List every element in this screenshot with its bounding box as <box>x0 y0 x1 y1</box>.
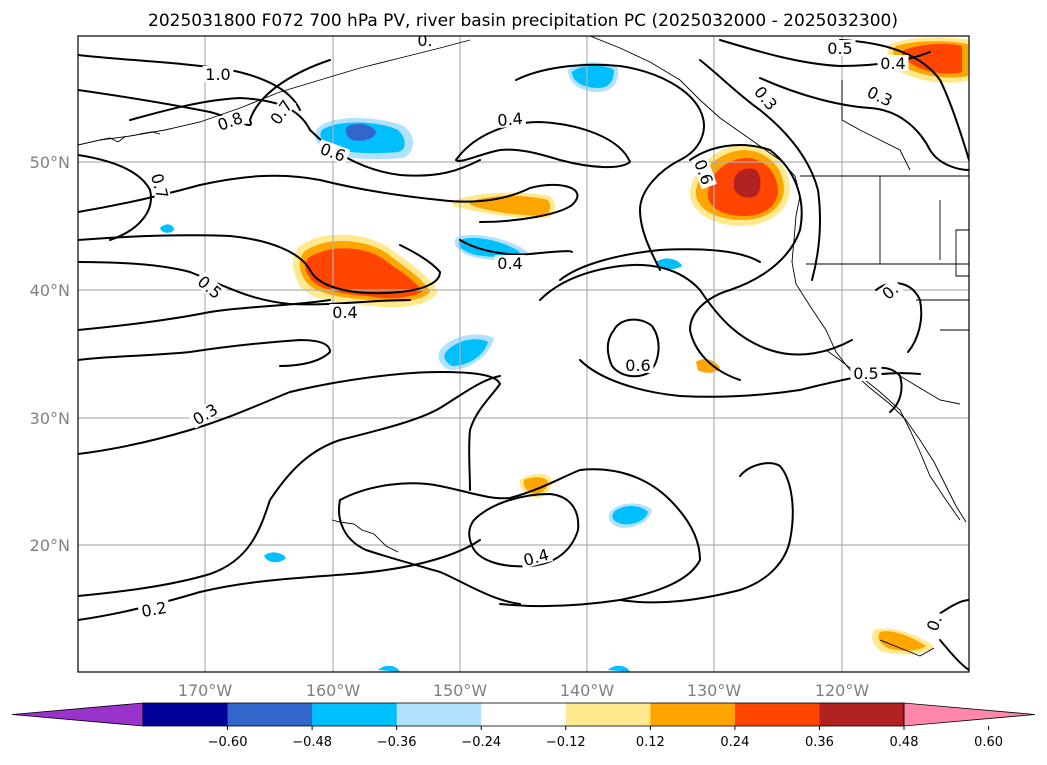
colorbar-extend-high <box>903 702 1036 727</box>
contour-label-bg <box>192 270 228 304</box>
lat-label: 40°N <box>30 281 70 300</box>
contour-label-bg <box>265 94 297 130</box>
contour-labels: 1.00.8 0.70.60.70.50.40.30.20.40.40.60.40… <box>137 31 946 637</box>
positive-anomaly-northeast <box>887 37 969 83</box>
plot-frame <box>77 35 970 673</box>
colorbar-bin <box>565 703 651 726</box>
contour-label-bg <box>850 365 882 381</box>
contour-label-bg <box>493 109 527 129</box>
contour-label-bg <box>329 304 361 320</box>
latitude-labels: 50°N 40°N 30°N 20°N <box>30 153 70 555</box>
contour-label-bg <box>414 36 436 48</box>
colorbar-tick-label: −0.60 <box>208 735 248 750</box>
colorbar-tick-label: −0.12 <box>546 735 586 750</box>
positive-anomaly-coast <box>689 144 790 226</box>
positive-anomaly-mid <box>451 192 556 219</box>
contour-label: 0.5 <box>827 39 852 58</box>
plot-title: 2025031800 F072 700 hPa PV, river basin … <box>148 11 898 31</box>
contour-label: 1.0 <box>205 65 230 84</box>
contour-label-bg <box>824 40 856 56</box>
graticule <box>78 36 969 672</box>
colorbar-bin <box>312 703 398 726</box>
colorbar-tick-label: −0.36 <box>377 735 417 750</box>
longitude-labels: 170°W 160°W 150°W 140°W 130°W 120°W <box>178 681 870 700</box>
contour-label-bg <box>691 154 717 190</box>
colorbar-tick-label: 0.48 <box>890 735 919 750</box>
negative-anomaly-small <box>656 258 682 270</box>
colorbar-tick-label: −0.24 <box>461 735 501 750</box>
colorbar-tick-label: 0.36 <box>805 735 834 750</box>
contour-label: 0.4 <box>497 254 522 273</box>
contour-label-bg <box>202 66 234 82</box>
contour-label: 0.6 <box>625 356 650 375</box>
contour-label: 0.5 <box>853 364 878 383</box>
contour-label: 0.4 <box>497 109 524 130</box>
colorbar-bin <box>650 703 736 726</box>
contour-label-bg <box>137 598 171 620</box>
colorbar-tick-label: 0.12 <box>636 735 665 750</box>
colorbar-frame <box>142 702 905 727</box>
colorbar-tick-label: 0.24 <box>720 735 749 750</box>
contour-label-bg <box>212 108 248 134</box>
lon-label: 140°W <box>560 681 615 700</box>
colorbar-tick-label: 0.60 <box>974 735 1003 750</box>
contour-label-bg <box>148 168 172 204</box>
contour-label-bg <box>877 55 909 71</box>
colorbar-bin <box>734 703 820 726</box>
contour-label-bg <box>862 82 898 110</box>
contour-label-bg <box>749 80 783 116</box>
lon-label: 120°W <box>815 681 870 700</box>
colorbar-bin <box>143 703 229 726</box>
lat-label: 30°N <box>30 409 70 428</box>
lon-label: 130°W <box>687 681 742 700</box>
lon-label: 160°W <box>306 681 361 700</box>
contour-label-bg <box>518 545 554 569</box>
pv-contours <box>78 39 969 671</box>
colorbar-bin <box>481 703 567 726</box>
map-area: 1.00.8 0.70.60.70.50.40.30.20.40.40.60.40… <box>78 31 969 672</box>
contour-label-bg <box>922 609 946 637</box>
contour-label-bg <box>876 277 904 305</box>
contour-label: 0. <box>417 31 432 50</box>
colorbar: −0.60 −0.48 −0.36 −0.24 −0.12 0.12 0.24 0.36 0.4… <box>11 702 1036 750</box>
colorbar-bin <box>819 703 905 726</box>
contour-label-bg <box>622 357 654 373</box>
contour-label: 0.4 <box>880 54 905 73</box>
contour-label-bg <box>187 399 223 429</box>
contour-label: 0.4 <box>332 303 357 322</box>
colorbar-extend-low <box>11 702 144 727</box>
contour-label: 0.4 <box>521 545 551 570</box>
contour-label-bg <box>315 139 351 165</box>
colorbar-bin <box>396 703 482 726</box>
lon-label: 150°W <box>433 681 488 700</box>
precip-shading <box>160 37 969 672</box>
colorbar-tick-label: −0.48 <box>292 735 332 750</box>
colorbar-bin <box>227 703 313 726</box>
lon-label: 170°W <box>178 681 233 700</box>
lat-label: 50°N <box>30 153 70 172</box>
contour-label: 0. <box>923 613 946 634</box>
positive-anomaly-west <box>292 234 438 308</box>
lat-label: 20°N <box>30 536 70 555</box>
contour-label: 0.2 <box>140 598 168 621</box>
contour-label-bg <box>494 255 526 271</box>
